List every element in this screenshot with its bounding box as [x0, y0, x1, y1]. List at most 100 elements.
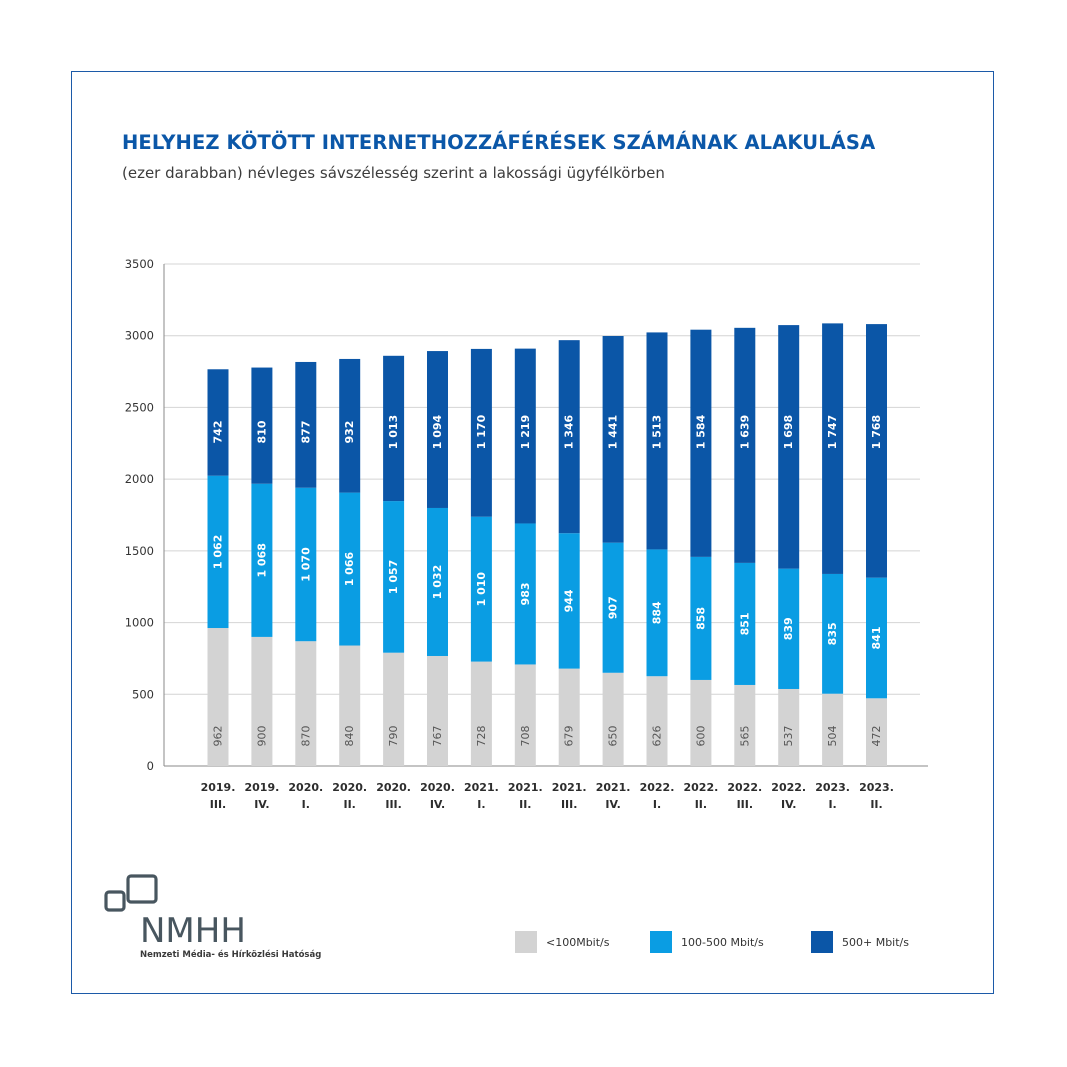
x-tick-label: 2020.: [376, 781, 411, 794]
x-tick-label: 2021.: [552, 781, 587, 794]
legend-item-500-plus: 500+ Mbit/s: [811, 931, 909, 953]
x-tick-label: 2019.: [245, 781, 280, 794]
data-label: 1 010: [475, 572, 488, 607]
data-label: 877: [299, 421, 312, 444]
bar-segment: [734, 562, 756, 685]
bar-segment: [427, 655, 448, 766]
data-label: 728: [475, 726, 488, 747]
bar-segment: [866, 698, 887, 766]
data-label: 1 057: [387, 560, 400, 594]
data-label: 870: [299, 726, 312, 747]
x-tick-label: 2020.: [332, 781, 367, 794]
bar-segment: [778, 568, 800, 689]
logo-caption: Nemzeti Média- és Hírközlési Hatóság: [140, 950, 322, 960]
bar-segment: [207, 369, 229, 476]
y-tick-label: 0: [147, 759, 154, 773]
chart-frame: [71, 71, 994, 994]
nmhh-logo: NMHH: [104, 874, 246, 948]
data-label: 851: [738, 612, 751, 635]
data-label: 907: [607, 596, 620, 619]
data-label: 1 747: [826, 415, 839, 449]
data-label: 1 170: [475, 414, 488, 449]
y-tick-label: 1000: [125, 616, 154, 630]
bar-segment: [734, 684, 756, 766]
bar-segment: [690, 329, 712, 557]
logo-squares-icon: [104, 874, 158, 912]
data-label: 1 639: [738, 415, 751, 449]
data-label: 1 698: [782, 415, 795, 449]
data-label: 810: [255, 420, 268, 443]
x-tick-label: 2022.: [684, 781, 719, 794]
x-tick-label: IV.: [605, 798, 620, 811]
data-label: 1 584: [694, 414, 707, 449]
bar-segment: [427, 507, 448, 656]
x-tick-label: 2020.: [288, 781, 323, 794]
data-label: 962: [212, 726, 225, 747]
bar-segment: [295, 361, 317, 488]
data-label: 932: [343, 421, 356, 444]
bar-segment: [602, 336, 624, 543]
data-label: 983: [519, 582, 532, 605]
data-label: 858: [694, 607, 707, 630]
logo-wordmark: NMHH: [140, 911, 246, 948]
bar-segment: [822, 693, 844, 766]
data-label: 767: [431, 726, 444, 747]
legend-item-100-500: 100-500 Mbit/s: [650, 931, 764, 953]
bar-segment: [470, 661, 492, 766]
chart-subtitle: (ezer darabban) névleges sávszélesség sz…: [122, 164, 665, 182]
legend-label-500-plus: 500+ Mbit/s: [842, 935, 909, 949]
chart-title: HELYHEZ KÖTÖTT INTERNETHOZZÁFÉRÉSEK SZÁM…: [122, 131, 876, 154]
data-label: 708: [519, 726, 532, 747]
bar-segment: [383, 355, 405, 502]
data-label: 1 062: [212, 535, 225, 569]
x-tick-label: I.: [302, 798, 310, 811]
data-label: 1 094: [431, 414, 444, 449]
x-tick-label: I.: [653, 798, 661, 811]
data-label: 600: [694, 726, 707, 747]
legend-item-under-100: <100Mbit/s: [515, 931, 610, 953]
data-label: 1 346: [563, 414, 576, 449]
data-label: 1 066: [343, 552, 356, 587]
y-tick-label: 3500: [125, 257, 154, 271]
bar-segment: [339, 492, 361, 646]
bar-segment: [602, 672, 624, 766]
bar-segment: [251, 483, 273, 637]
bar-segment: [646, 332, 668, 550]
x-tick-label: I.: [828, 798, 836, 811]
data-label: 900: [255, 726, 268, 747]
bar-segment: [558, 533, 580, 669]
x-tick-label: III.: [737, 798, 753, 811]
bar-segment: [339, 645, 361, 766]
y-tick-label: 500: [132, 687, 154, 701]
bar-segment: [295, 487, 317, 642]
x-tick-label: 2019.: [201, 781, 236, 794]
x-tick-label: IV.: [430, 798, 445, 811]
bar-segment: [514, 348, 536, 524]
x-tick-label: II.: [870, 798, 882, 811]
x-tick-label: III.: [210, 798, 226, 811]
x-tick-label: II.: [344, 798, 356, 811]
data-label: 840: [343, 726, 356, 747]
x-tick-label: 2020.: [420, 781, 455, 794]
bar-segment: [207, 628, 229, 766]
y-tick-label: 2000: [125, 472, 154, 486]
bar-segment: [602, 542, 624, 673]
bar-segment: [427, 351, 448, 508]
bar-segment: [251, 367, 273, 484]
legend-swatch-500-plus: [811, 931, 833, 953]
x-tick-label: 2021.: [508, 781, 543, 794]
x-tick-label: I.: [477, 798, 485, 811]
bar-segment: [558, 340, 580, 534]
bar-segment: [383, 652, 405, 766]
bar-segment: [778, 325, 800, 569]
data-label: 1 513: [651, 415, 664, 449]
data-label: 841: [870, 627, 883, 650]
data-label: 1 219: [519, 415, 532, 449]
x-tick-label: 2021.: [596, 781, 631, 794]
data-label: 565: [738, 726, 751, 747]
bar-segment: [295, 641, 317, 766]
bar-segment: [339, 358, 361, 493]
data-label: 1 070: [299, 547, 312, 582]
data-label: 537: [782, 726, 795, 747]
